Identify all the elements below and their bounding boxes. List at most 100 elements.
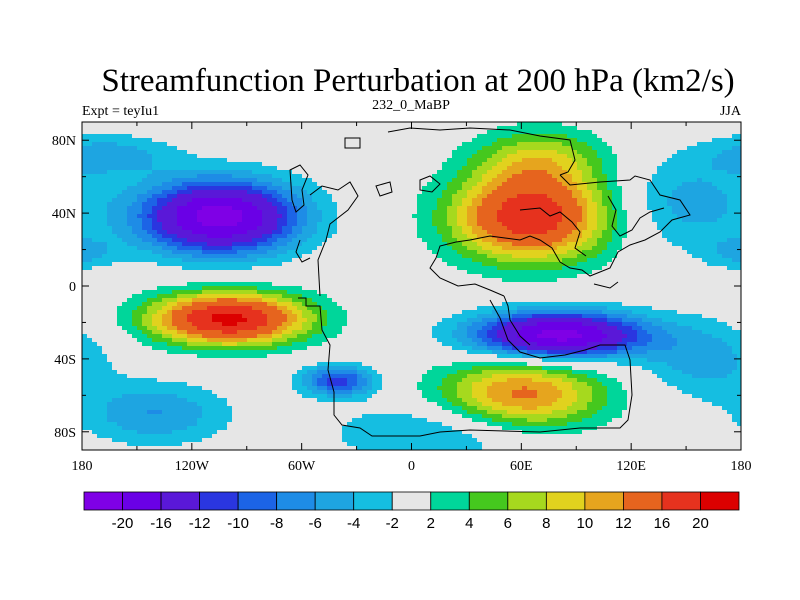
field-cell (297, 162, 303, 167)
field-cell (282, 158, 288, 163)
field-cell (542, 154, 548, 159)
field-cell (327, 166, 333, 171)
field-cell (252, 250, 258, 255)
field-cell (657, 174, 663, 179)
field-cell (442, 238, 448, 243)
field-cell (117, 146, 123, 151)
field-cell (502, 186, 508, 191)
field-cell (612, 222, 618, 227)
field-cell (302, 162, 308, 167)
field-cell (532, 242, 538, 247)
field-cell (682, 170, 688, 175)
field-cell (142, 150, 148, 155)
field-cell (322, 134, 328, 139)
field-cell (437, 150, 443, 155)
field-cell (397, 270, 403, 275)
field-cell (677, 146, 683, 151)
field-cell (502, 178, 508, 183)
field-cell (692, 198, 698, 203)
field-cell (472, 242, 478, 247)
field-cell (192, 198, 198, 203)
field-cell (182, 210, 188, 215)
field-cell (722, 226, 728, 231)
field-cell (267, 186, 273, 191)
field-cell (132, 226, 138, 231)
field-cell (482, 150, 488, 155)
field-cell (377, 250, 383, 255)
field-cell (342, 246, 348, 251)
field-cell (662, 230, 668, 235)
field-cell (282, 198, 288, 203)
field-cell (212, 162, 218, 167)
field-cell (582, 154, 588, 159)
field-cell (477, 150, 483, 155)
field-cell (157, 170, 163, 175)
field-cell (487, 222, 493, 227)
field-cell (642, 170, 648, 175)
field-cell (627, 158, 633, 163)
field-cell (262, 218, 268, 223)
field-cell (122, 226, 128, 231)
field-cell (562, 122, 568, 127)
field-cell (662, 266, 668, 271)
field-cell (282, 126, 288, 131)
field-cell (362, 266, 368, 271)
field-cell (197, 258, 203, 263)
field-cell (287, 142, 293, 147)
field-cell (597, 234, 603, 239)
field-cell (727, 250, 733, 255)
field-cell (477, 214, 483, 219)
field-cell (567, 174, 573, 179)
field-cell (272, 210, 278, 215)
field-cell (552, 162, 558, 167)
field-cell (92, 202, 98, 207)
field-cell (332, 150, 338, 155)
field-cell (542, 254, 548, 259)
field-cell (232, 222, 238, 227)
field-cell (502, 190, 508, 195)
field-cell (307, 270, 313, 275)
field-cell (157, 246, 163, 251)
field-cell (232, 174, 238, 179)
field-cell (737, 142, 741, 147)
field-cell (277, 134, 283, 139)
field-cell (622, 166, 628, 171)
field-cell (207, 218, 213, 223)
field-cell (672, 202, 678, 207)
field-cell (322, 162, 328, 167)
field-cell (217, 218, 223, 223)
field-cell (602, 182, 608, 187)
field-cell (547, 134, 553, 139)
field-cell (692, 222, 698, 227)
field-cell (87, 154, 93, 159)
field-cell (437, 222, 443, 227)
field-cell (312, 162, 318, 167)
field-cell (202, 214, 208, 219)
field-cell (517, 262, 523, 267)
field-cell (217, 222, 223, 227)
field-cell (622, 190, 628, 195)
field-cell (707, 126, 713, 131)
field-cell (447, 242, 453, 247)
field-cell (302, 270, 308, 275)
field-cell (712, 266, 718, 271)
field-cell (227, 154, 233, 159)
field-cell (572, 202, 578, 207)
field-cell (607, 214, 613, 219)
field-cell (162, 186, 168, 191)
field-cell (212, 230, 218, 235)
field-cell (437, 198, 443, 203)
field-cell (722, 206, 728, 211)
field-cell (722, 230, 728, 235)
field-cell (147, 234, 153, 239)
field-cell (282, 162, 288, 167)
field-cell (362, 142, 368, 147)
field-cell (517, 126, 523, 131)
field-cell (377, 170, 383, 175)
field-cell (497, 202, 503, 207)
field-cell (142, 122, 148, 127)
field-cell (682, 178, 688, 183)
field-cell (202, 154, 208, 159)
field-cell (657, 162, 663, 167)
field-cell (132, 202, 138, 207)
